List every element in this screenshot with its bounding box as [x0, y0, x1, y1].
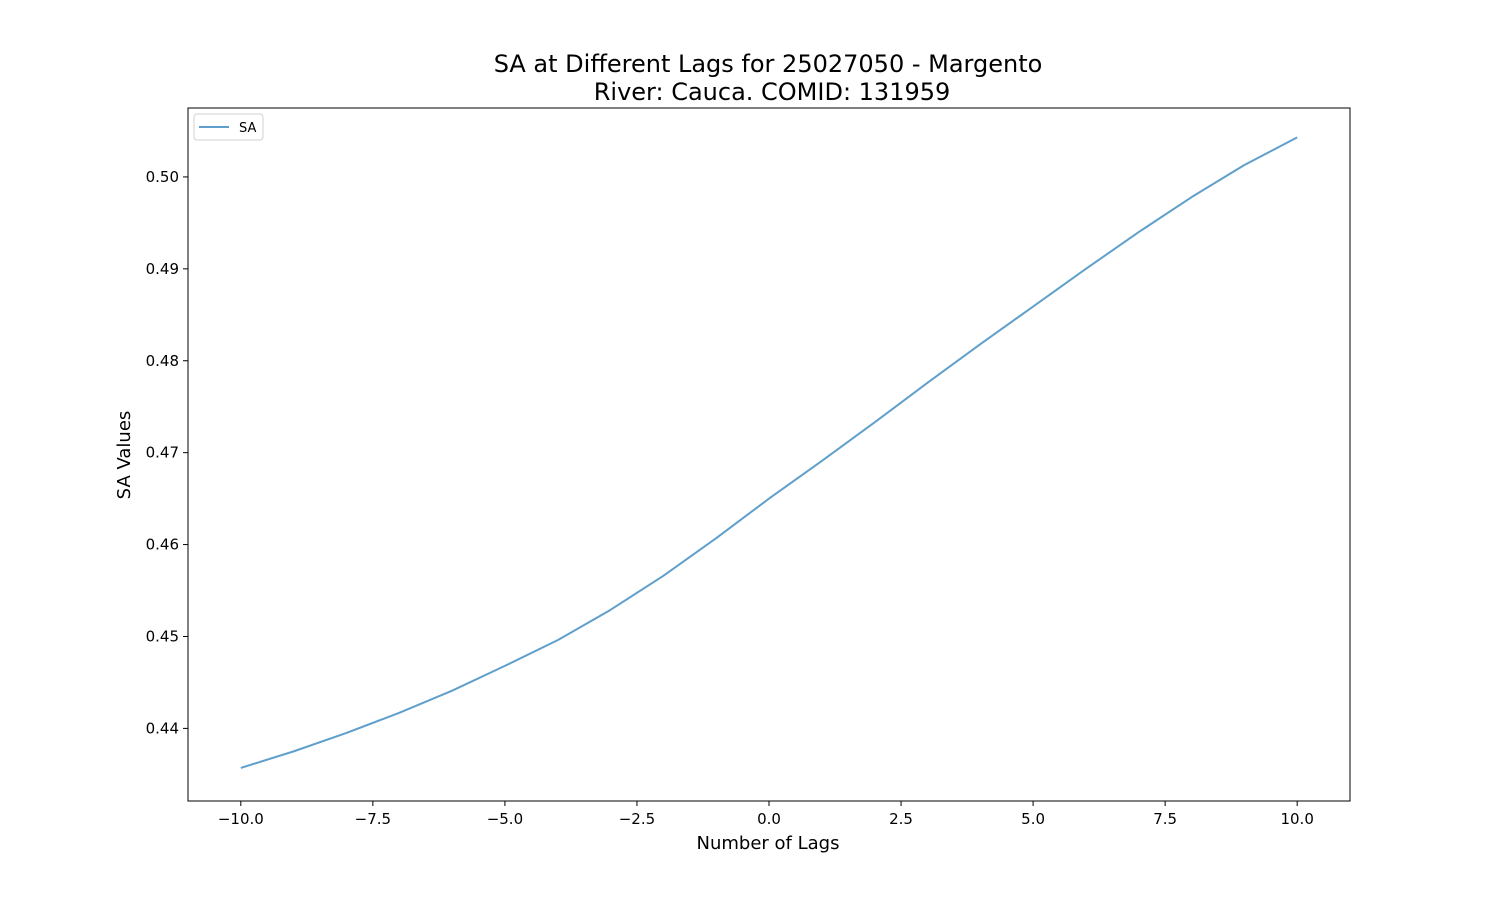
y-tick-label: 0.46 — [146, 536, 179, 554]
x-axis: −10.0 −7.5 −5.0 −2.5 0.0 2.5 5.0 7.5 10.0 — [218, 801, 1314, 828]
plot-area — [187, 107, 1351, 802]
x-tick-label: −7.5 — [355, 810, 391, 828]
series-line-sa — [240, 136, 1298, 769]
x-tick-label: −10.0 — [218, 810, 264, 828]
y-tick-label: 0.49 — [146, 260, 179, 278]
y-tick-label: 0.44 — [146, 719, 179, 737]
y-axis-label: SA Values — [114, 411, 135, 500]
chart-title-line2: River: Cauca. COMID: 131959 — [594, 78, 951, 106]
x-tick-label: 5.0 — [1021, 810, 1045, 828]
legend-label-sa: SA — [239, 121, 256, 136]
plot-frame — [187, 107, 1351, 802]
chart-title-line1: SA at Different Lags for 25027050 - Marg… — [494, 50, 1043, 78]
y-tick-label: 0.47 — [146, 444, 179, 462]
y-tick-label: 0.45 — [146, 627, 179, 645]
x-tick-label: 0.0 — [757, 810, 781, 828]
x-tick-label: −2.5 — [619, 810, 655, 828]
x-tick-label: 10.0 — [1280, 810, 1313, 828]
x-axis-label: Number of Lags — [697, 833, 840, 854]
y-tick-label: 0.48 — [146, 352, 179, 370]
x-tick-label: −5.0 — [487, 810, 523, 828]
y-axis: 0.44 0.45 0.46 0.47 0.48 0.49 0.50 — [146, 168, 188, 737]
x-tick-label: 7.5 — [1153, 810, 1177, 828]
legend: SA — [193, 113, 264, 141]
y-tick-label: 0.50 — [146, 168, 179, 186]
x-tick-label: 2.5 — [889, 810, 913, 828]
series-layer — [240, 136, 1298, 769]
